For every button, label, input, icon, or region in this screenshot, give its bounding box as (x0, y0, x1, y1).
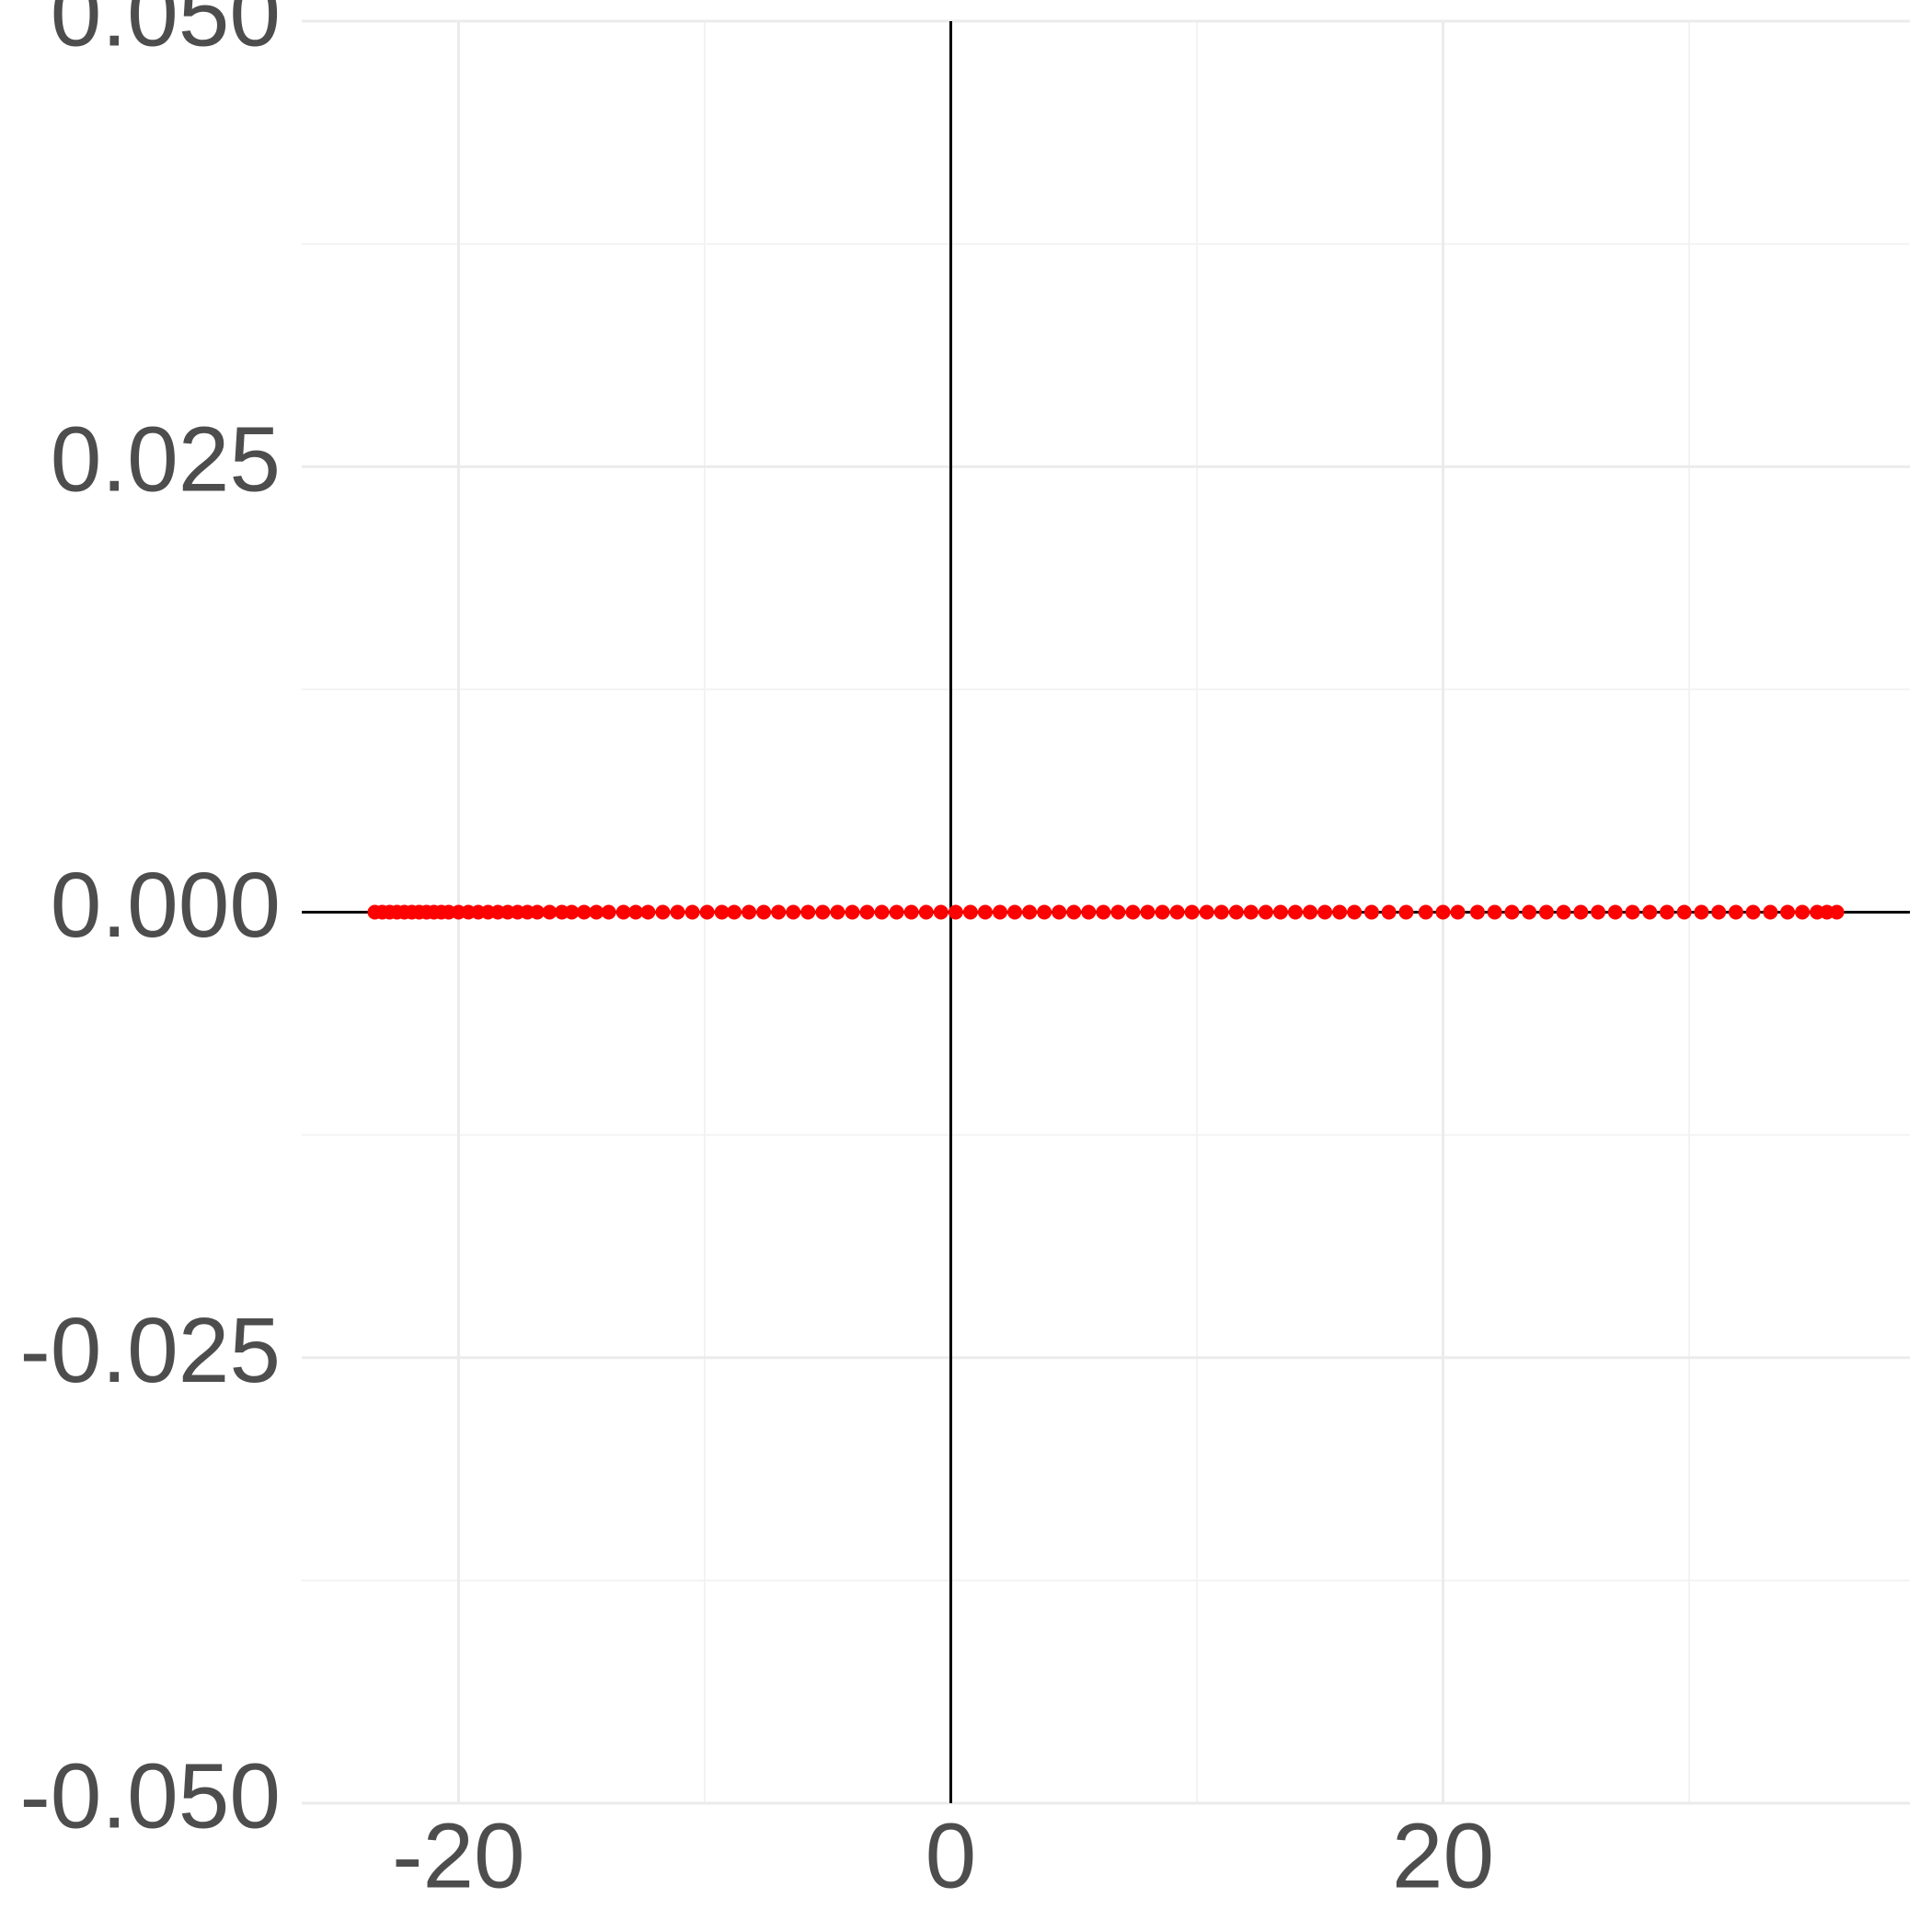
point (615, 904, 631, 920)
point (1504, 904, 1520, 920)
point (1522, 904, 1537, 920)
point (1780, 904, 1796, 920)
point (771, 904, 787, 920)
point (948, 904, 963, 920)
point (1303, 904, 1318, 920)
x-tick-label: 20 (1392, 1804, 1494, 1907)
point (1381, 904, 1397, 920)
y-tick-label: 0.025 (51, 408, 281, 512)
point (670, 904, 685, 920)
x-tick-label: 0 (926, 1804, 977, 1907)
point (1007, 904, 1023, 920)
point (576, 904, 592, 920)
point (859, 904, 875, 920)
point (714, 904, 730, 920)
point (1140, 904, 1156, 920)
point (992, 904, 1007, 920)
point (1066, 904, 1082, 920)
point (640, 904, 656, 920)
point (1676, 904, 1692, 920)
point (589, 904, 604, 920)
point (1573, 904, 1589, 920)
point (1363, 904, 1379, 920)
point (815, 904, 831, 920)
point (1347, 904, 1363, 920)
point (1169, 904, 1185, 920)
point (1418, 904, 1433, 920)
point (601, 904, 616, 920)
point (1258, 904, 1273, 920)
point (1199, 904, 1214, 920)
point (1398, 904, 1414, 920)
point (628, 904, 644, 920)
y-tick-label: -0.050 (19, 1744, 281, 1847)
point (1435, 904, 1451, 920)
point (1081, 904, 1097, 920)
y-tick-label: 0.000 (51, 854, 281, 957)
point (918, 904, 934, 920)
point (1110, 904, 1126, 920)
point (1037, 904, 1052, 920)
point (1243, 904, 1259, 920)
point (962, 904, 978, 920)
point (1450, 904, 1466, 920)
point (1607, 904, 1623, 920)
point (786, 904, 801, 920)
point (1332, 904, 1348, 920)
point (1487, 904, 1502, 920)
point (1728, 904, 1743, 920)
point (1022, 904, 1038, 920)
point (800, 904, 816, 920)
point (874, 904, 890, 920)
point (655, 904, 671, 920)
point (1763, 904, 1778, 920)
point (1213, 904, 1229, 920)
point (1694, 904, 1709, 920)
point (1096, 904, 1111, 920)
point (1155, 904, 1170, 920)
point (1228, 904, 1244, 920)
point (1184, 904, 1200, 920)
point (564, 904, 580, 920)
point (933, 904, 949, 920)
point (1317, 904, 1333, 920)
point (699, 904, 715, 920)
point (977, 904, 993, 920)
point (684, 904, 700, 920)
x-tick-label: -20 (392, 1804, 525, 1907)
point (727, 904, 742, 920)
point (530, 904, 546, 920)
point (830, 904, 845, 920)
point (1052, 904, 1067, 920)
y-tick-label: 0.050 (51, 0, 281, 65)
point (1272, 904, 1288, 920)
point (742, 904, 757, 920)
point (1625, 904, 1640, 920)
point (1125, 904, 1141, 920)
point (889, 904, 904, 920)
point (1591, 904, 1606, 920)
point (1795, 904, 1811, 920)
point (1829, 904, 1845, 920)
point (756, 904, 772, 920)
point (1745, 904, 1761, 920)
point (1556, 904, 1571, 920)
y-tick-label: -0.025 (19, 1299, 281, 1402)
point (542, 904, 558, 920)
point (1287, 904, 1303, 920)
point (1659, 904, 1674, 920)
point (1642, 904, 1658, 920)
point (845, 904, 860, 920)
point (1469, 904, 1485, 920)
point (1538, 904, 1554, 920)
point (1711, 904, 1727, 920)
point (903, 904, 919, 920)
